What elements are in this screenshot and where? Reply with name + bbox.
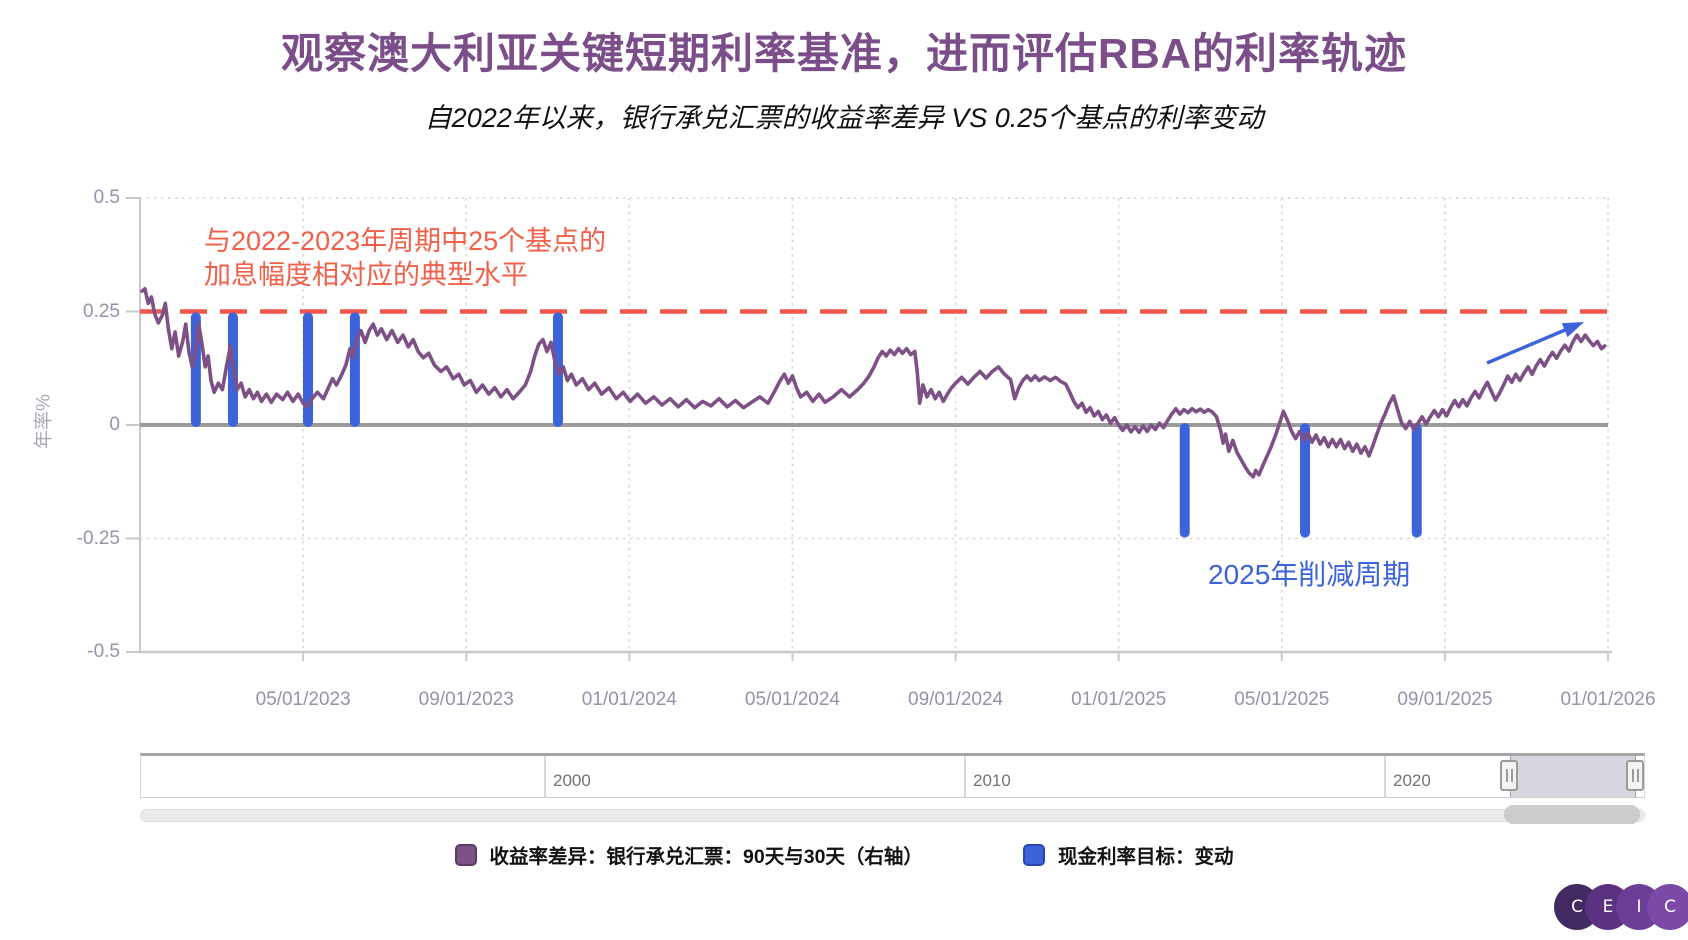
trend-arrow-shaft bbox=[1486, 328, 1566, 365]
scrollbar-track[interactable] bbox=[140, 809, 1645, 822]
chart-legend: 收益率差异：银行承兑汇票：90天与30天（右轴） 现金利率目标：变动 bbox=[0, 840, 1688, 869]
y-tick-label-2: 0 bbox=[109, 414, 120, 435]
x-tick-label-4: 09/01/2024 bbox=[908, 689, 1004, 710]
legend-item-yield-spread[interactable]: 收益率差异：银行承兑汇票：90天与30天（右轴） bbox=[454, 840, 923, 869]
annotation-hike-level-line1: 与2022-2023年周期中25个基点的 bbox=[204, 226, 607, 256]
y-tick-label-1: 0.25 bbox=[83, 300, 120, 322]
legend-swatch-cash-rate bbox=[1022, 843, 1045, 866]
annotation-hike-level: 与2022-2023年周期中25个基点的 加息幅度相对应的典型水平 bbox=[204, 224, 606, 292]
navigator-right-handle[interactable] bbox=[1626, 760, 1644, 791]
navigator-decade-label-2020: 2020 bbox=[1393, 771, 1431, 790]
navigator-decade-label-2000: 2000 bbox=[553, 771, 591, 790]
y-tick-label-3: -0.25 bbox=[76, 527, 120, 549]
x-tick-label-5: 01/01/2025 bbox=[1071, 689, 1167, 710]
legend-label-cash-rate: 现金利率目标：变动 bbox=[1057, 846, 1234, 868]
annotation-hike-level-line2: 加息幅度相对应的典型水平 bbox=[204, 260, 528, 290]
x-tick-label-6: 05/01/2025 bbox=[1234, 689, 1330, 710]
x-tick-label-7: 09/01/2025 bbox=[1397, 689, 1493, 710]
legend-item-cash-rate[interactable]: 现金利率目标：变动 bbox=[1022, 840, 1234, 869]
x-tick-label-3: 05/01/2024 bbox=[744, 689, 840, 710]
x-tick-label-1: 09/01/2023 bbox=[418, 689, 514, 710]
trend-arrow-head bbox=[1561, 322, 1584, 338]
navigator-selected-range[interactable] bbox=[1510, 756, 1636, 797]
navigator-decade-divider-2020 bbox=[1384, 756, 1386, 797]
navigator-decade-label-2010: 2010 bbox=[973, 771, 1011, 790]
legend-label-yield-spread: 收益率差异：银行承兑汇票：90天与30天（右轴） bbox=[489, 846, 923, 868]
yield-spread-line bbox=[140, 286, 1607, 479]
annotation-cut-cycle: 2025年削减周期 bbox=[1208, 559, 1411, 590]
x-tick-label-0: 05/01/2023 bbox=[255, 689, 351, 710]
page-title: 观察澳大利亚关键短期利率基准，进而评估RBA的利率轨迹 bbox=[281, 30, 1407, 77]
y-tick-label-0: 0.5 bbox=[93, 187, 120, 208]
legend-swatch-yield-spread bbox=[454, 843, 477, 866]
navigator-decade-divider-2000 bbox=[544, 756, 546, 797]
x-tick-label-2: 01/01/2024 bbox=[581, 689, 677, 710]
scrollbar-thumb[interactable] bbox=[1504, 805, 1640, 824]
chart-subtitle: 自2022年以来，银行承兑汇票的收益率差异 VS 0.25个基点的利率变动 bbox=[424, 103, 1264, 133]
navigator-decade-divider-2010 bbox=[964, 756, 966, 797]
navigator-left-handle[interactable] bbox=[1500, 760, 1518, 791]
y-tick-label-4: -0.5 bbox=[87, 641, 120, 662]
x-tick-label-8: 01/01/2026 bbox=[1560, 689, 1656, 710]
timeline-navigator[interactable]: 2000 2010 2020 bbox=[140, 753, 1645, 798]
